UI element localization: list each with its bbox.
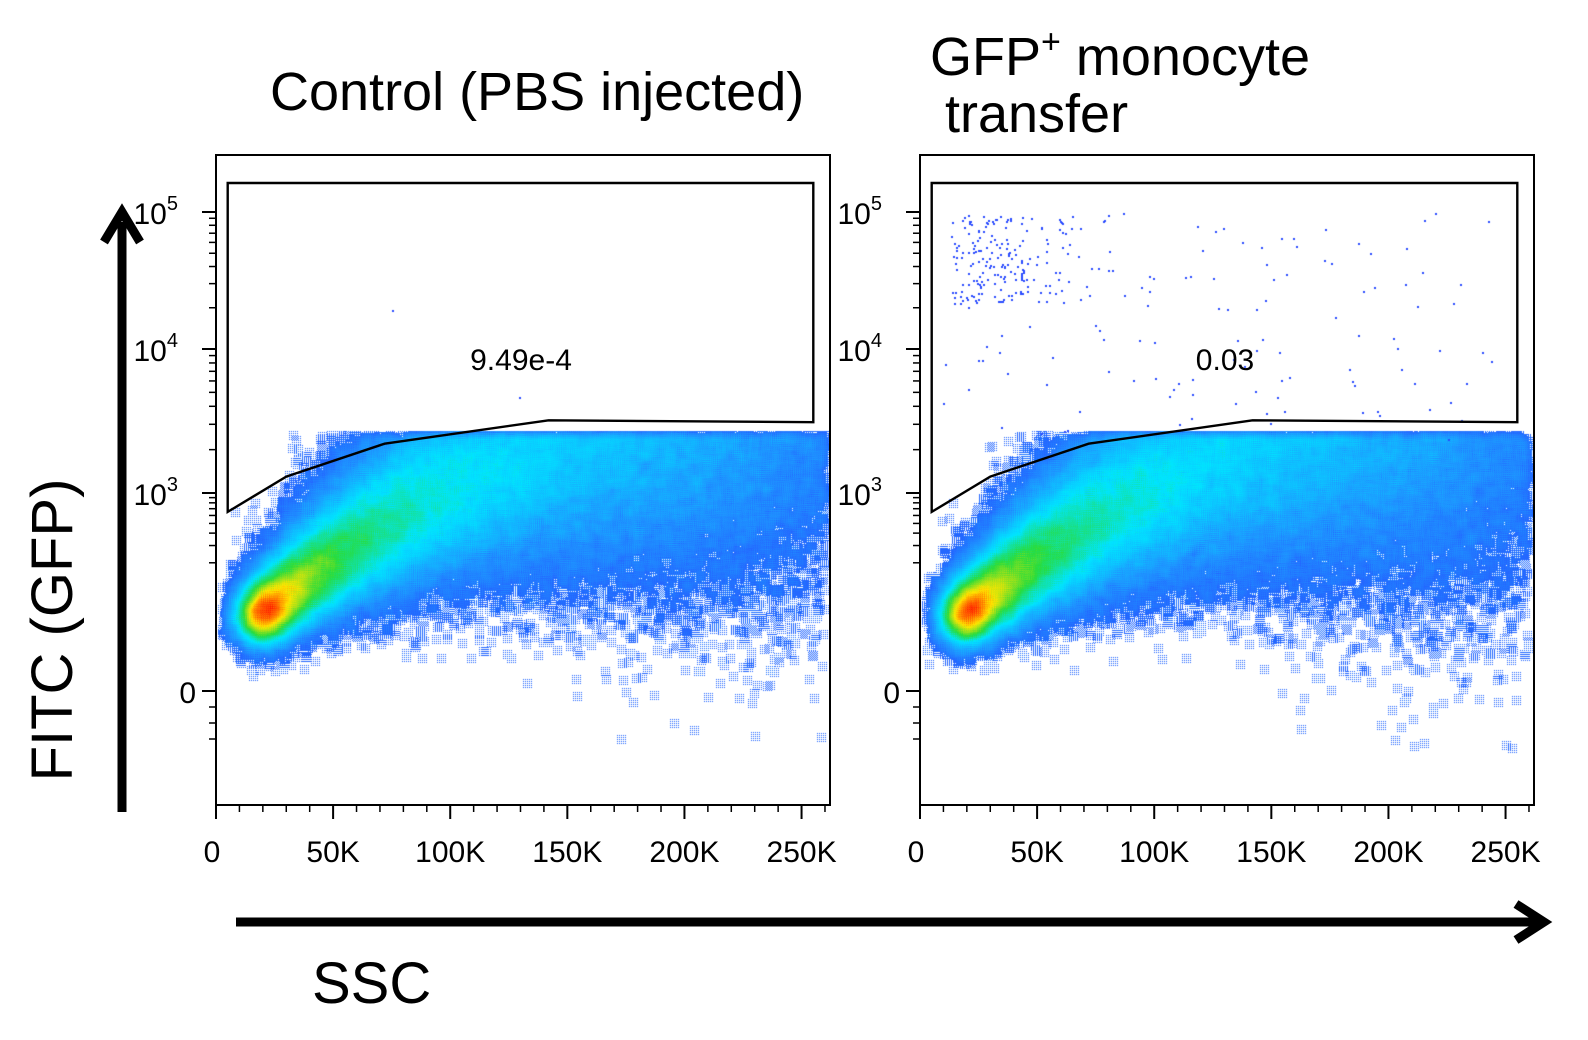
panel-2-title-line2: transfer [945, 84, 1129, 144]
x-tick-label: 100K [1119, 836, 1189, 869]
panel-2: 0.03 0 50K 100K 150K 200K 250K 0 103 104 105 [838, 154, 1541, 869]
x-tick-label: 50K [1010, 836, 1063, 869]
y-tick-label: 0 [883, 677, 900, 710]
panel-1-density-plot [216, 155, 830, 805]
y-tick-label: 105 [134, 193, 179, 231]
panel-2-title-monocyte: monocyte [1060, 27, 1310, 87]
y-tick-label: 103 [134, 474, 179, 512]
x-tick-label: 100K [415, 836, 485, 869]
panel-2-title-plus: + [1041, 23, 1061, 61]
x-tick-label: 250K [767, 836, 837, 869]
x-tick-label: 150K [532, 836, 602, 869]
gate-frequency-label: 9.49e-4 [470, 344, 572, 377]
panel-1: 9.49e-4 0 50K 100K 150K 200K 250K 0 103 104 105 [134, 154, 837, 869]
panel-2-title: GFP+ monocyte [930, 12, 1310, 87]
x-tick-label: 0 [204, 836, 221, 869]
panel-2-title-gfp: GFP [930, 27, 1042, 87]
x-tick-label: 200K [1353, 836, 1423, 869]
x-tick-label: 200K [649, 836, 719, 869]
x-tick-label: 150K [1236, 836, 1306, 869]
x-axis-arrowhead [1513, 900, 1553, 944]
y-tick-label: 105 [838, 193, 883, 231]
x-tick-label: 250K [1471, 836, 1541, 869]
gate-frequency-label: 0.03 [1196, 344, 1254, 377]
plot-frame [919, 154, 1535, 806]
panel-2-density-plot [920, 155, 1534, 805]
y-axis-arrowhead [100, 203, 144, 245]
panel-1-title: Control (PBS injected) [270, 62, 805, 122]
y-axis-label: FITC (GFP) [20, 479, 85, 782]
y-tick-label: 104 [838, 330, 883, 368]
x-tick-label: 0 [908, 836, 925, 869]
plot-frame [215, 154, 831, 806]
gate-polygon [226, 181, 815, 515]
gate-polygon [930, 181, 1519, 515]
x-tick-label: 50K [306, 836, 359, 869]
x-axis-label: SSC [312, 951, 432, 1016]
y-tick-label: 103 [838, 474, 883, 512]
y-tick-label: 0 [179, 677, 196, 710]
y-tick-label: 104 [134, 330, 179, 368]
